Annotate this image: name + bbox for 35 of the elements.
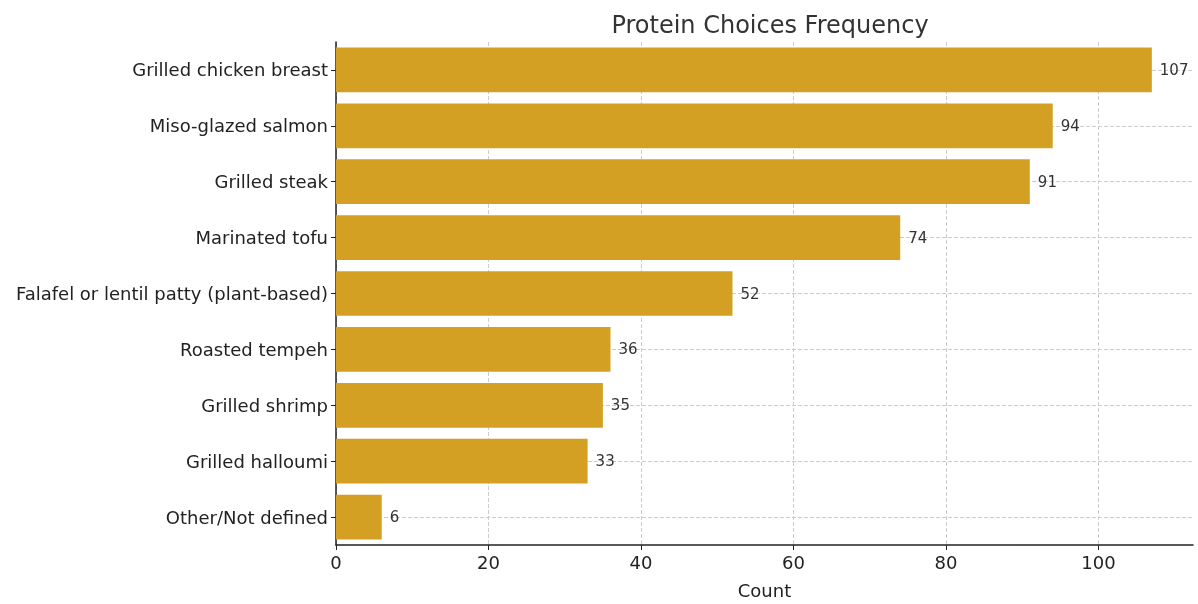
bar xyxy=(336,494,382,540)
x-tick-label: 80 xyxy=(934,551,958,573)
y-tick-label: Other/Not defined xyxy=(165,506,328,528)
y-tick-label: Marinated tofu xyxy=(195,227,328,249)
x-tick-label: 0 xyxy=(330,551,342,573)
x-axis-title: Count xyxy=(737,579,792,601)
y-tick-label: Grilled steak xyxy=(214,171,329,193)
x-tick-label: 20 xyxy=(477,551,500,573)
data-label: 94 xyxy=(1060,116,1080,135)
data-label: 35 xyxy=(610,396,630,415)
bar xyxy=(336,438,588,484)
bar xyxy=(336,159,1030,205)
y-tick-label: Roasted tempeh xyxy=(180,338,328,360)
data-label: 74 xyxy=(908,228,928,247)
bar xyxy=(336,103,1053,149)
x-tick-label: 60 xyxy=(782,551,805,573)
y-tick-label: Grilled chicken breast xyxy=(132,59,328,81)
bar xyxy=(336,215,901,260)
bar xyxy=(336,327,611,372)
y-tick-label: Miso-glazed salmon xyxy=(149,115,328,137)
bar xyxy=(336,382,603,428)
data-label: 36 xyxy=(618,340,638,359)
x-tick-label: 40 xyxy=(629,551,653,573)
x-tick-label: 100 xyxy=(1081,551,1116,573)
data-label: 52 xyxy=(740,284,760,303)
data-label: 91 xyxy=(1037,172,1057,191)
bar xyxy=(336,271,733,316)
data-label: 33 xyxy=(595,452,615,471)
y-tick-label: Grilled halloumi xyxy=(186,450,328,472)
data-label: 107 xyxy=(1159,60,1189,79)
chart-title: Protein Choices Frequency xyxy=(611,11,929,39)
y-tick-label: Falafel or lentil patty (plant-based) xyxy=(15,283,328,304)
y-tick-label: Grilled shrimp xyxy=(201,394,328,416)
bar xyxy=(336,47,1152,93)
data-label: 6 xyxy=(389,508,400,527)
